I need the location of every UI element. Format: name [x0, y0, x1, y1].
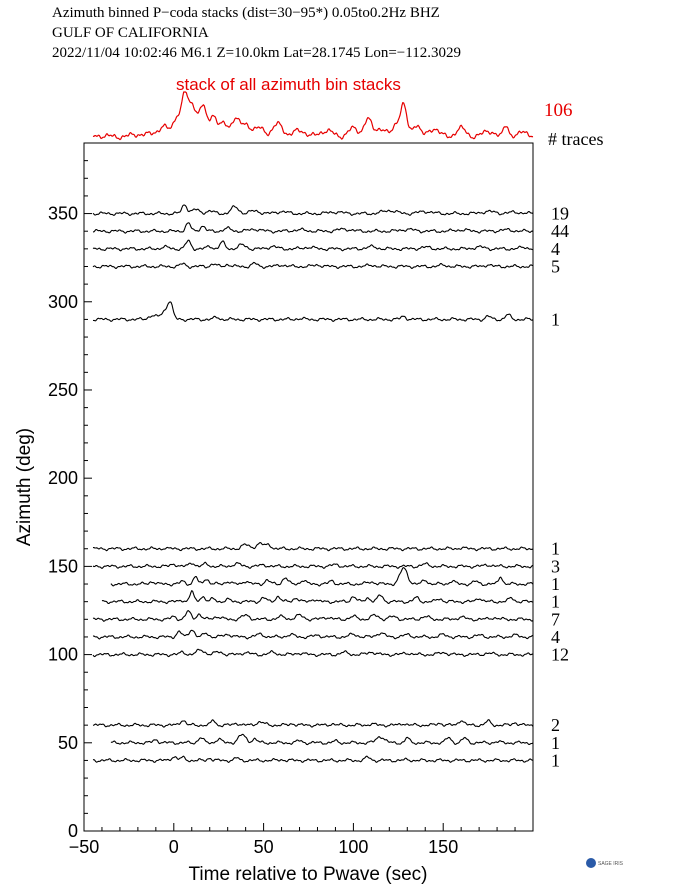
trace-count-az-330: 4: [551, 239, 560, 259]
trace-az-110: [92, 629, 534, 640]
trace-az-130: [101, 590, 534, 605]
plot-frame: [83, 142, 534, 832]
y-axis-label: Azimuth (deg): [14, 428, 35, 546]
trace-count-az-350: 19: [551, 204, 569, 224]
x-tick-label: 0: [169, 837, 179, 857]
trace-count-az-120: 7: [551, 609, 560, 629]
trace-count-az-290: 1: [551, 309, 560, 329]
axis-ticks: [83, 160, 516, 832]
trace-az-330: [92, 239, 534, 252]
y-tick-label: 350: [48, 204, 78, 224]
azimuth-traces: [92, 204, 534, 763]
stack-trace: [92, 91, 534, 141]
trace-az-50: [110, 733, 534, 746]
trace-az-320: [92, 261, 534, 270]
trace-count-az-60: 2: [551, 715, 560, 735]
header-line-3: 2022/11/04 10:02:46 M6.1 Z=10.0km Lat=28…: [52, 45, 461, 61]
y-tick-label: 50: [58, 733, 78, 753]
x-tick-label: 150: [428, 837, 458, 857]
trace-count-az-130: 1: [551, 592, 560, 612]
trace-count-az-150: 3: [551, 556, 560, 576]
trace-count-az-50: 1: [551, 733, 560, 753]
trace-az-100: [92, 648, 534, 658]
stack-count: 106: [544, 100, 573, 121]
trace-count-az-340: 44: [551, 221, 569, 241]
x-tick-label: 100: [338, 837, 368, 857]
sage-logo: SAGE IRIS: [586, 858, 624, 868]
trace-count-az-100: 12: [551, 645, 569, 665]
stack-title: stack of all azimuth bin stacks: [176, 75, 401, 94]
trace-az-160: [92, 541, 534, 552]
trace-az-350: [92, 204, 534, 217]
trace-az-150: [92, 561, 534, 569]
x-tick-label: 50: [254, 837, 274, 857]
x-axis-label: Time relative to Pwave (sec): [189, 864, 428, 885]
y-tick-label: 200: [48, 468, 78, 488]
y-tick-label: 0: [68, 821, 78, 841]
trace-count-az-160: 1: [551, 539, 560, 559]
sage-globe-icon: [586, 858, 596, 868]
traces-header: # traces: [548, 129, 603, 149]
x-tick-label: −50: [69, 837, 100, 857]
trace-count-az-110: 4: [551, 627, 560, 647]
trace-az-60: [92, 719, 534, 728]
trace-az-340: [92, 222, 534, 234]
trace-az-290: [92, 301, 534, 322]
y-tick-label: 250: [48, 380, 78, 400]
trace-count-az-140: 1: [551, 574, 560, 594]
y-tick-label: 100: [48, 645, 78, 665]
trace-count-az-320: 5: [551, 256, 560, 276]
trace-az-120: [92, 610, 534, 622]
trace-count-az-40: 1: [551, 750, 560, 770]
y-tick-label: 150: [48, 556, 78, 576]
header-line-1: Azimuth binned P−coda stacks (dist=30−95…: [52, 5, 440, 21]
trace-az-140: [110, 567, 534, 587]
trace-az-40: [92, 755, 534, 763]
sage-logo-text: SAGE IRIS: [598, 861, 624, 867]
y-tick-label: 300: [48, 292, 78, 312]
header-line-2: GULF OF CALIFORNIA: [52, 25, 209, 41]
